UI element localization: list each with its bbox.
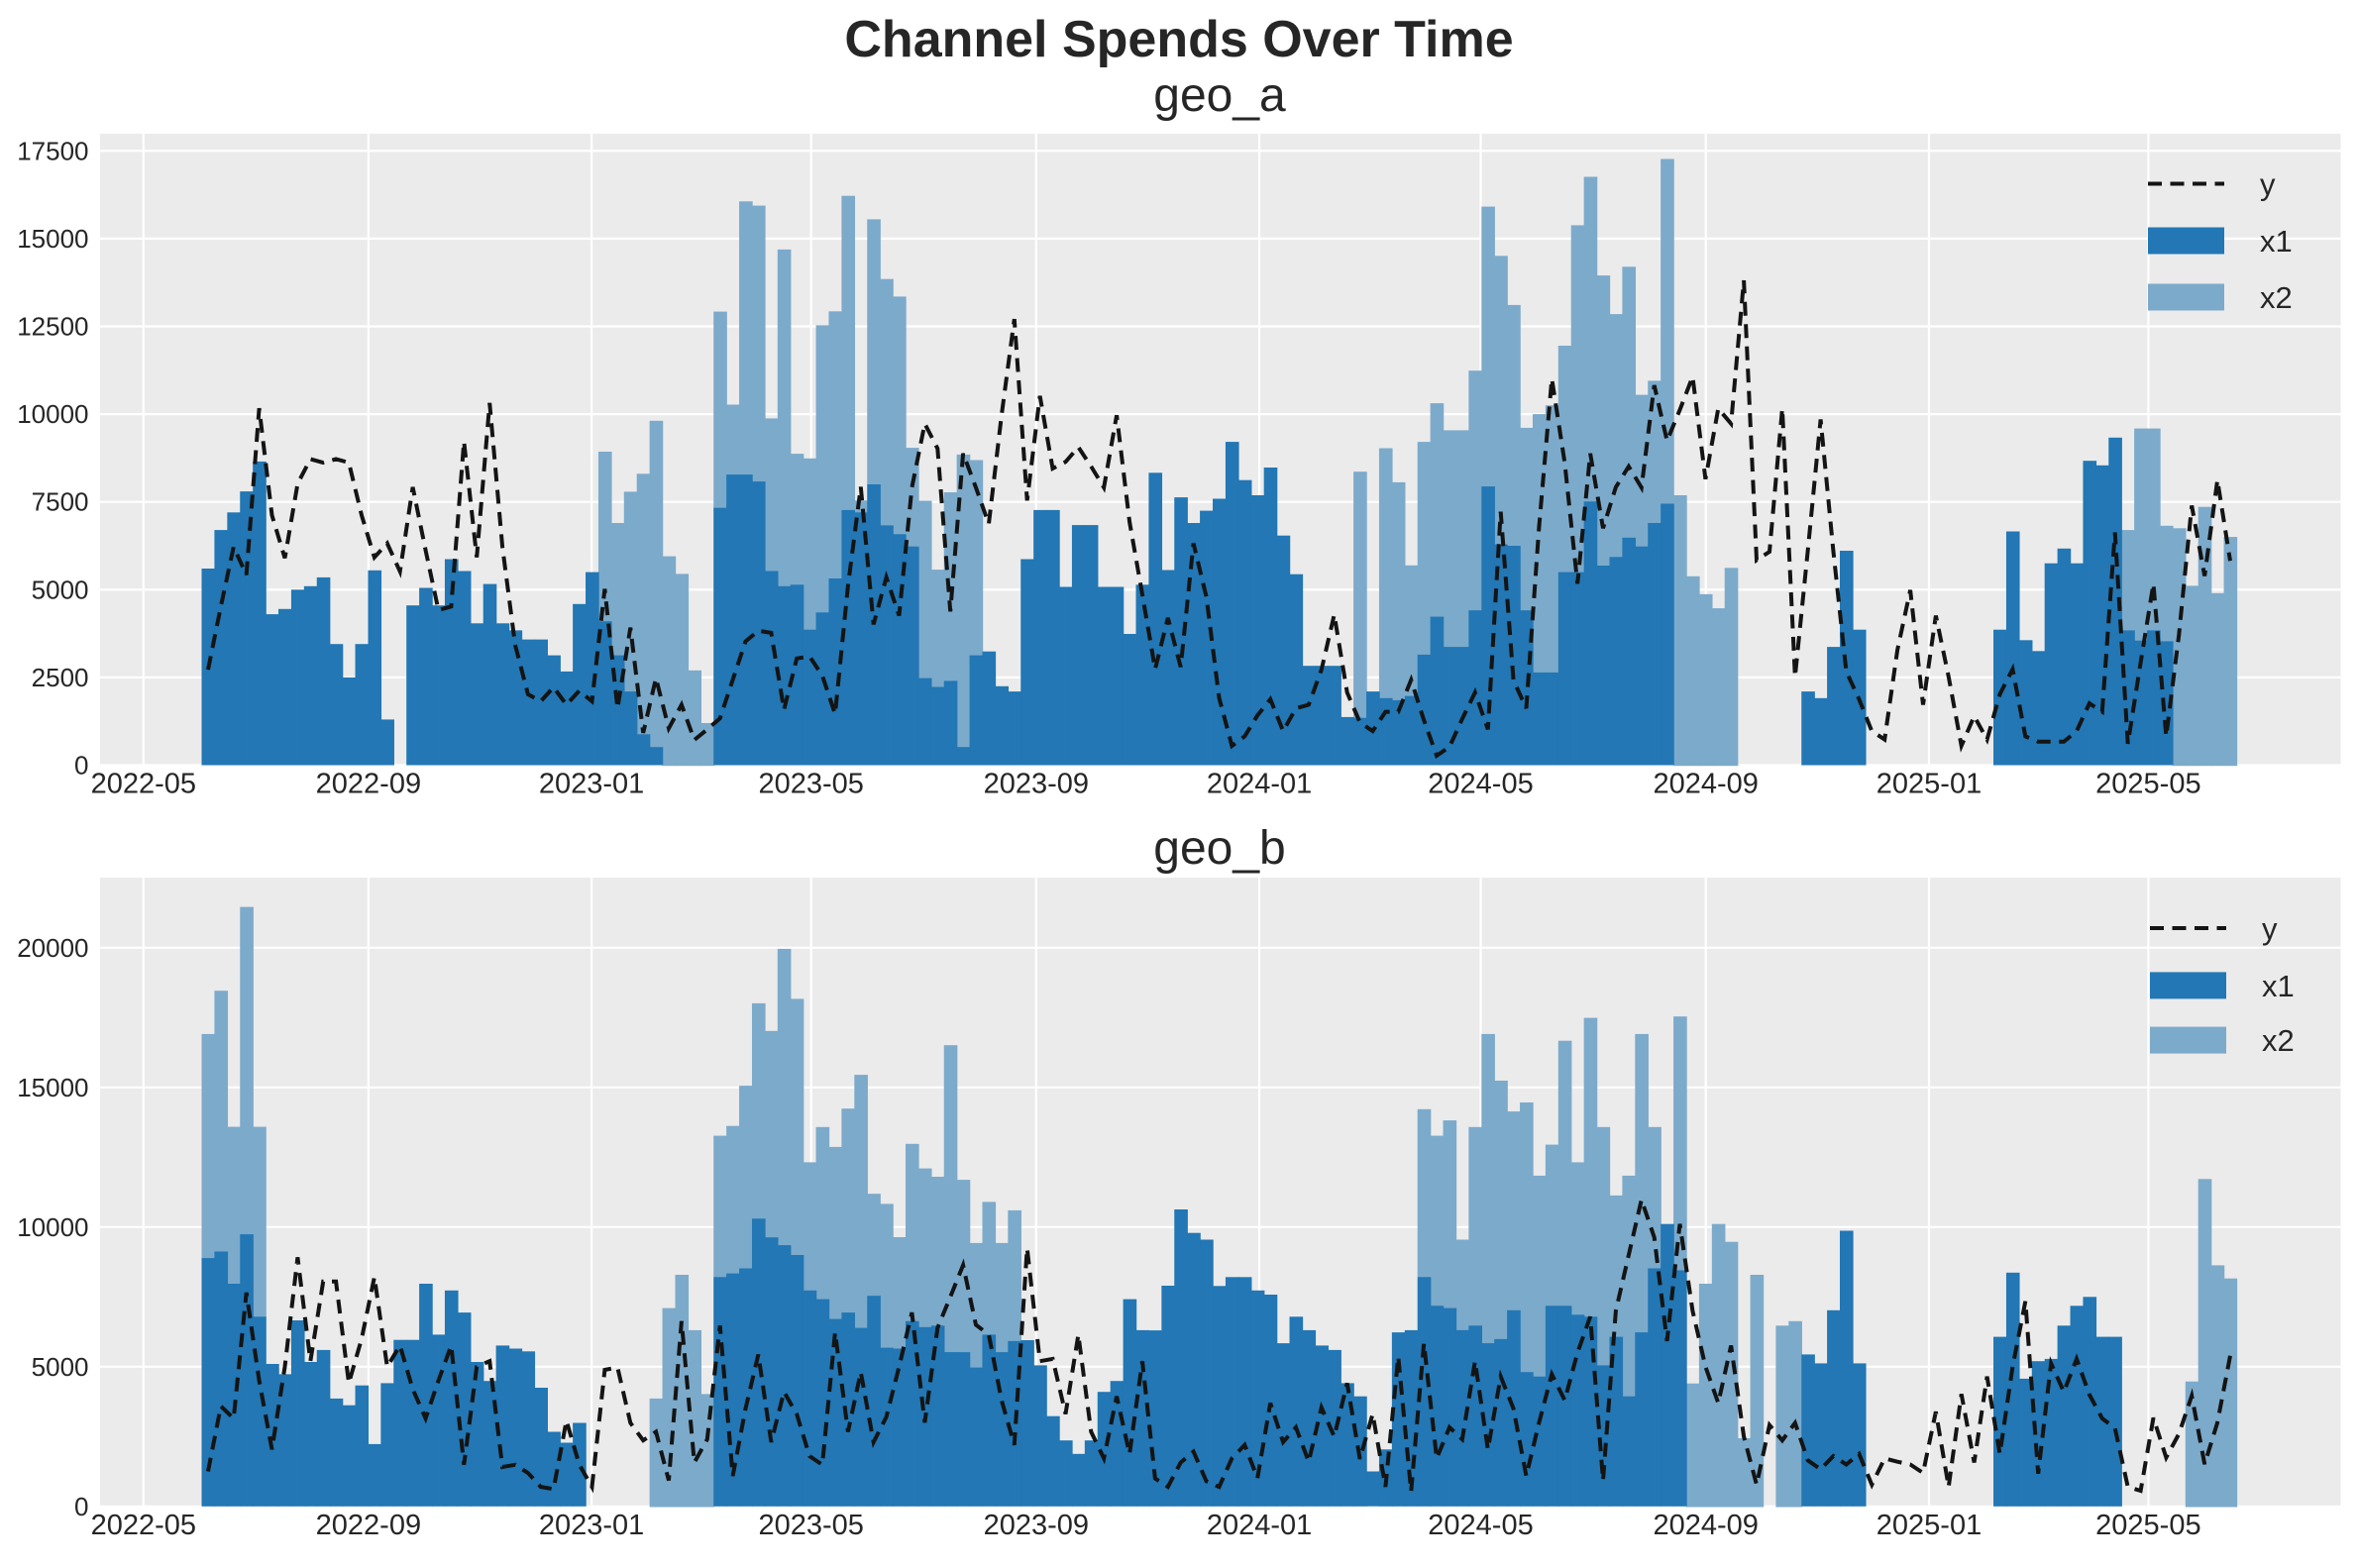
svg-text:x1: x1 <box>2260 224 2293 259</box>
svg-text:Channel Spends Over Time: Channel Spends Over Time <box>844 11 1513 68</box>
svg-text:2022-05: 2022-05 <box>91 769 196 800</box>
svg-text:geo_b: geo_b <box>1153 822 1285 875</box>
svg-text:2025-01: 2025-01 <box>1876 1510 1982 1541</box>
svg-text:5000: 5000 <box>32 575 89 604</box>
svg-text:15000: 15000 <box>17 224 88 254</box>
svg-text:2024-05: 2024-05 <box>1428 769 1533 800</box>
svg-text:2022-09: 2022-09 <box>316 769 421 800</box>
svg-text:12500: 12500 <box>17 312 88 342</box>
svg-text:17500: 17500 <box>17 136 88 165</box>
svg-text:7500: 7500 <box>32 487 89 517</box>
svg-text:2024-01: 2024-01 <box>1207 769 1312 800</box>
svg-text:2025-01: 2025-01 <box>1876 769 1982 800</box>
svg-text:5000: 5000 <box>32 1352 89 1382</box>
svg-text:2023-05: 2023-05 <box>758 769 863 800</box>
svg-text:2023-09: 2023-09 <box>984 1510 1089 1541</box>
svg-text:y: y <box>2262 911 2278 946</box>
svg-text:x2: x2 <box>2260 280 2293 315</box>
svg-text:10000: 10000 <box>17 1212 88 1242</box>
svg-text:2024-09: 2024-09 <box>1653 769 1758 800</box>
svg-text:geo_a: geo_a <box>1153 69 1286 122</box>
svg-text:2023-01: 2023-01 <box>539 769 644 800</box>
svg-text:x2: x2 <box>2262 1023 2295 1058</box>
svg-text:y: y <box>2260 167 2276 202</box>
svg-text:2022-05: 2022-05 <box>91 1510 196 1541</box>
svg-text:2023-01: 2023-01 <box>539 1510 644 1541</box>
svg-text:2024-09: 2024-09 <box>1653 1510 1758 1541</box>
svg-text:2025-05: 2025-05 <box>2095 1510 2200 1541</box>
svg-text:0: 0 <box>74 751 88 781</box>
svg-text:2022-09: 2022-09 <box>316 1510 421 1541</box>
svg-text:2024-05: 2024-05 <box>1428 1510 1533 1541</box>
svg-text:15000: 15000 <box>17 1073 88 1102</box>
svg-text:2023-05: 2023-05 <box>758 1510 863 1541</box>
svg-text:20000: 20000 <box>17 933 88 963</box>
svg-text:2023-09: 2023-09 <box>984 769 1089 800</box>
svg-text:10000: 10000 <box>17 399 88 429</box>
svg-text:2500: 2500 <box>32 663 89 692</box>
svg-text:2024-01: 2024-01 <box>1207 1510 1312 1541</box>
svg-text:x1: x1 <box>2262 969 2295 1003</box>
svg-text:0: 0 <box>74 1492 88 1521</box>
svg-text:2025-05: 2025-05 <box>2095 769 2200 800</box>
